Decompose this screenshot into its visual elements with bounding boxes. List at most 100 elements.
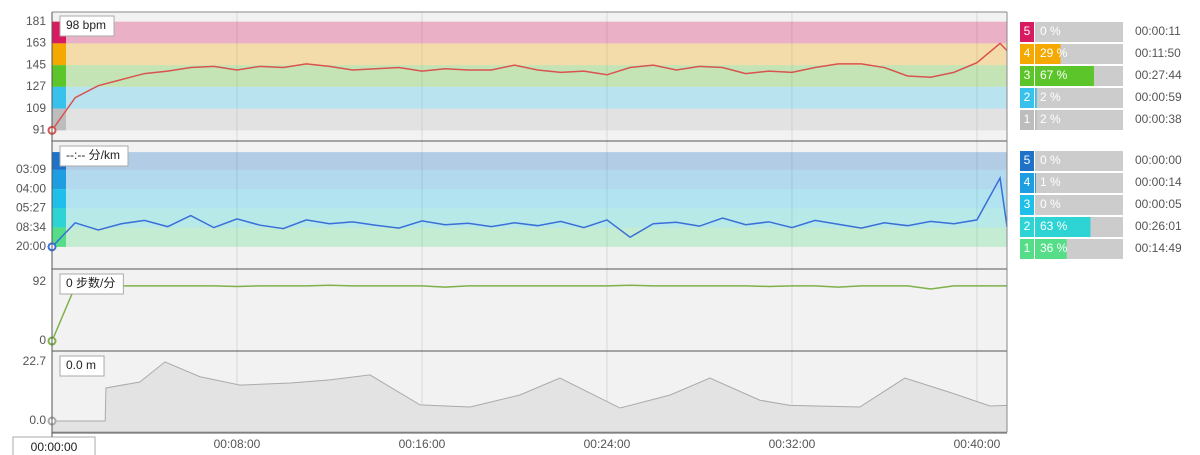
zone-number: 5 [1024,24,1031,38]
zone-bar-bg [1035,195,1123,215]
y-tick-label: 127 [26,79,46,93]
zone-time: 00:00:14 [1135,175,1182,189]
zone-time: 00:00:38 [1135,112,1182,126]
readout-box [59,15,115,37]
zone-bar [1035,44,1061,64]
y-tick-label: 04:00 [16,181,46,195]
x-tick-label: 00:08:00 [214,437,261,451]
y-tick-label: 163 [26,36,46,50]
zone-band [52,227,1007,247]
zone-percent: 2 % [1040,112,1061,126]
x-tick-label: 00:40:00 [954,437,1001,451]
zone-marker [52,169,66,190]
y-tick-label: 92 [33,274,47,288]
grid [236,12,978,432]
zone-percent: 36 % [1040,241,1068,255]
zone-band [52,169,1007,190]
zone-number: 3 [1024,68,1031,82]
cursor-time: 00:00:00 [31,440,78,454]
cursor-time-box [12,436,96,455]
line [51,175,1008,248]
y-tick-label: 145 [26,57,46,71]
y-tick-label: 20:00 [16,239,46,253]
zone-number-box [1020,151,1034,171]
readout: --:-- 分/km [66,148,120,162]
x-tick-label: 00:32:00 [769,437,816,451]
zone-number-box [1020,44,1034,64]
zone-percent: 0 % [1040,153,1061,167]
zone-number-box [1020,22,1034,42]
x-tick-label: 00:24:00 [584,437,631,451]
plot-background [52,12,1007,432]
zone-percent: 0 % [1040,24,1061,38]
zone-number: 4 [1024,46,1031,60]
zone-time: 00:00:11 [1135,24,1181,38]
zone-bar-bg [1035,151,1123,171]
zone-time: 00:27:44 [1135,68,1182,82]
y-tick-label: 22.7 [23,354,47,368]
x-tick-label: 00:16:00 [399,437,446,451]
zone-number: 1 [1024,241,1031,255]
zone-band [52,86,1007,109]
y-tick-label: 0 [39,333,46,347]
zone-bar-bg [1035,173,1123,193]
zone-time: 00:26:01 [1135,219,1182,233]
zone-number: 4 [1024,175,1031,189]
readout: 0 步数/分 [66,275,115,290]
zone-marker [52,65,66,87]
readout: 98 bpm [66,18,106,32]
zone-time: 00:00:05 [1135,197,1182,211]
zone-bar [1035,217,1091,237]
zone-percent: 0 % [1040,197,1061,211]
zone-number: 2 [1024,219,1031,233]
zone-band [52,208,1007,228]
y-tick-label: 91 [33,123,47,137]
zone-marker [52,208,66,228]
readout-box [59,355,105,377]
zone-number: 5 [1024,153,1031,167]
zone-marker [52,43,66,66]
zone-percent: 2 % [1040,90,1061,104]
zone-bar [1035,110,1037,130]
zone-percent: 67 % [1040,68,1068,82]
zone-bar [1035,173,1036,193]
zone-bar [1035,66,1094,86]
zone-number-box [1020,195,1034,215]
zone-percent: 29 % [1040,46,1068,60]
zone-percent: 1 % [1040,175,1061,189]
line [51,42,1008,131]
zone-marker [52,189,66,209]
zone-band [52,21,1007,44]
zone-time: 00:14:49 [1135,241,1182,255]
zone-band [52,43,1007,66]
zone-bar-bg [1035,88,1123,108]
readout: 0.0 m [66,358,96,372]
y-tick-label: 0.0 [29,413,46,427]
y-tick-label: 05:27 [16,201,46,215]
y-tick-label: 08:34 [16,220,46,234]
readout-box [59,273,124,295]
readout-box [59,145,129,167]
zone-band [52,108,1007,131]
zone-number-box [1020,110,1034,130]
zone-number: 1 [1024,112,1031,126]
zone-band [52,152,1007,170]
zone-number-box [1020,66,1034,86]
zone-bar [1035,239,1067,259]
zone-time: 00:11:50 [1135,46,1181,60]
zone-band [52,189,1007,209]
y-tick-label: 03:09 [16,162,46,176]
zone-time: 00:00:59 [1135,90,1182,104]
line [51,284,1007,342]
y-tick-label: 109 [26,101,46,115]
zone-number-box [1020,88,1034,108]
zone-number-box [1020,239,1034,259]
zone-bar [1035,88,1037,108]
zone-marker [52,227,66,247]
zone-time: 00:00:00 [1135,153,1182,167]
zone-marker [52,86,66,109]
zone-number-box [1020,217,1034,237]
zone-number: 2 [1024,90,1031,104]
y-tick-label: 181 [26,14,46,28]
